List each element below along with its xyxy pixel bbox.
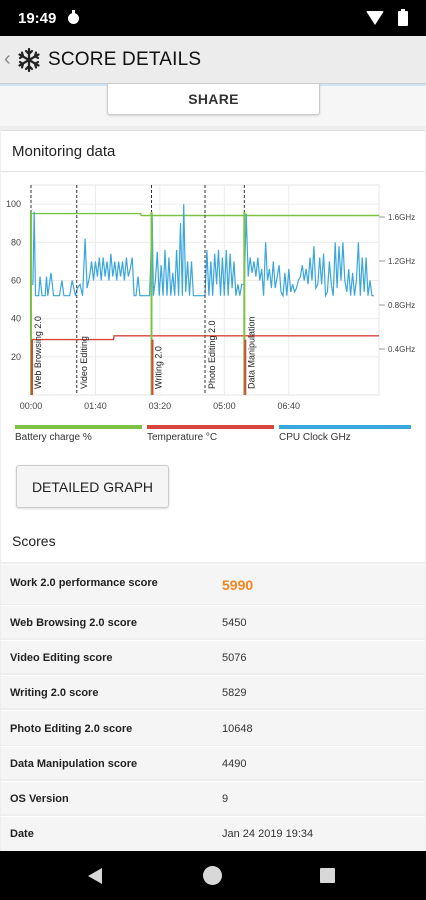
status-icons — [366, 8, 408, 26]
score-value: 5076 — [222, 652, 247, 664]
y-tick-label: 60 — [11, 275, 21, 285]
score-value: 5829 — [222, 687, 247, 699]
x-tick-label: 06:40 — [278, 401, 301, 411]
detailed-graph-button[interactable]: DETAILED GRAPH — [16, 465, 169, 508]
x-tick-label: 01:40 — [84, 401, 107, 411]
segment-label: Web Browsing 2.0 — [33, 316, 43, 389]
legend-temperature: Temperature °C — [147, 425, 274, 443]
score-row-data-manipulation: Data Manipulation score 4490 — [1, 746, 425, 779]
nav-recent-apps-icon[interactable] — [320, 868, 335, 883]
scores-heading: Scores — [12, 533, 56, 549]
legend-cpu-swatch — [279, 425, 411, 429]
score-row-os-version: OS Version 9 — [1, 781, 425, 814]
page-title: SCORE DETAILS — [48, 48, 202, 70]
legend-cpu-label: CPU Clock GHz — [279, 432, 351, 443]
series-line — [31, 212, 379, 217]
score-label: Web Browsing 2.0 score — [10, 617, 137, 629]
x-tick-label: 03:20 — [149, 401, 172, 411]
monitoring-chart[interactable]: 20 40 60 80 100 0.4GHz 0.8GHz 1.2GHz 1.6GHz 00:00… — [1, 173, 425, 413]
nav-back-icon[interactable] — [88, 868, 102, 884]
y-tick-label: 20 — [11, 352, 21, 362]
score-row-video-editing: Video Editing score 5076 — [1, 640, 425, 673]
score-label: Writing 2.0 score — [10, 687, 99, 699]
score-value: 5990 — [222, 577, 254, 593]
y-tick-label: 100 — [6, 199, 21, 209]
score-label: Photo Editing 2.0 score — [10, 723, 133, 735]
legend-temperature-swatch — [147, 425, 274, 429]
segment-label: Data Manipulation — [246, 316, 256, 389]
monitoring-card: Monitoring data 20 40 60 80 100 0.4GHz 0.8GHz 1… — [1, 130, 425, 562]
share-button[interactable]: SHARE — [107, 84, 320, 115]
app-bar: ‹ SCORE DETAILS — [0, 36, 426, 84]
navigation-bar — [0, 851, 426, 900]
x-tick-label: 05:00 — [213, 401, 236, 411]
score-label: Work 2.0 performance score — [10, 577, 158, 589]
legend-battery-label: Battery charge % — [15, 432, 92, 443]
legend-battery-swatch — [15, 425, 142, 429]
segment-label: Video Editing — [79, 336, 89, 389]
wifi-icon — [366, 11, 384, 25]
score-label: Data Manipulation score — [10, 758, 138, 770]
notification-icon — [68, 9, 80, 24]
score-label: Date — [10, 828, 34, 840]
right-tick-label: 1.2GHz — [388, 257, 415, 266]
y-tick-label: 80 — [11, 237, 21, 247]
legend-temperature-label: Temperature °C — [147, 432, 218, 443]
legend-battery: Battery charge % — [15, 425, 142, 443]
right-tick-label: 0.8GHz — [388, 301, 415, 310]
score-row-date: Date Jan 24 2019 19:34 — [1, 816, 425, 851]
battery-icon — [398, 8, 408, 26]
right-tick-label: 0.4GHz — [388, 345, 415, 354]
legend-cpu: CPU Clock GHz — [279, 425, 411, 443]
y-tick-label: 40 — [11, 314, 21, 324]
divider — [1, 171, 425, 172]
score-value: Jan 24 2019 19:34 — [222, 828, 314, 840]
score-label: Video Editing score — [10, 652, 113, 664]
segment-label: Photo Editing 2.0 — [207, 320, 217, 389]
back-icon[interactable]: ‹ — [4, 48, 11, 70]
score-row-writing: Writing 2.0 score 5829 — [1, 675, 425, 708]
nav-home-icon[interactable] — [203, 866, 222, 885]
monitoring-title: Monitoring data — [12, 143, 116, 160]
score-label: OS Version — [10, 793, 69, 805]
score-value: 9 — [222, 793, 229, 805]
series-line — [31, 335, 379, 341]
score-row-web-browsing: Web Browsing 2.0 score 5450 — [1, 605, 425, 638]
series-line — [31, 204, 374, 299]
x-tick-label: 00:00 — [20, 401, 43, 411]
right-tick-label: 1.6GHz — [388, 213, 415, 222]
score-value: 5450 — [222, 617, 247, 629]
status-time: 19:49 — [18, 9, 57, 27]
score-row-photo-editing: Photo Editing 2.0 score 10648 — [1, 710, 425, 745]
score-value: 4490 — [222, 758, 247, 770]
status-bar: 19:49 — [0, 0, 426, 36]
score-value: 10648 — [222, 723, 253, 735]
segment-label: Writing 2.0 — [154, 346, 164, 389]
score-row-work: Work 2.0 performance score 5990 — [1, 564, 425, 604]
snowflake-icon[interactable] — [16, 47, 42, 73]
